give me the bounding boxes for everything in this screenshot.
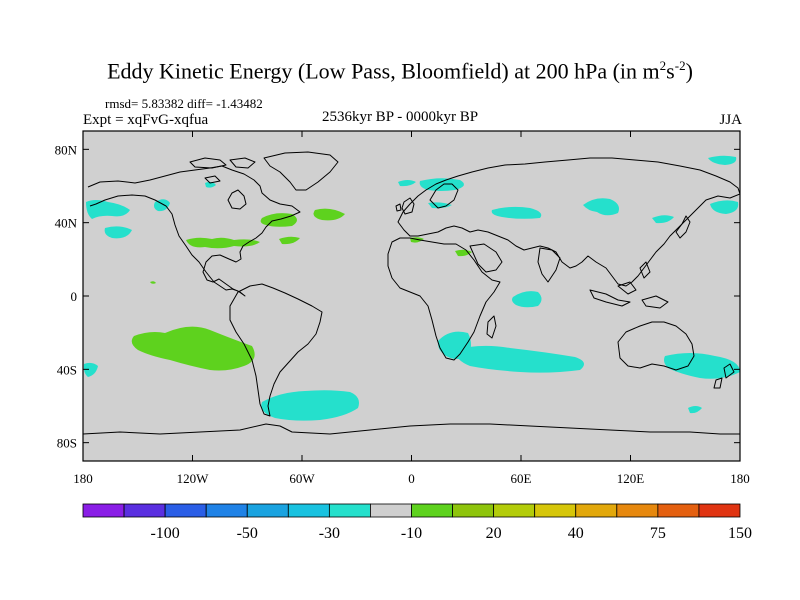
field-patch [104,226,132,239]
field-patch [664,353,740,379]
colorbar-swatch [698,503,741,518]
lon-tick-label: 120W [177,471,210,486]
lat-tick-label: 80S [57,436,77,451]
colorbar-swatch [534,503,577,518]
lon-tick-label: 120E [617,471,645,486]
field-patch [83,362,98,377]
coastline-greenland [263,151,339,191]
lat-tick-label: 40S [57,362,77,377]
field-patch [708,155,737,165]
colorbar-swatch [82,503,125,518]
colorbar-label: 20 [486,525,502,542]
lon-tick-label: 60E [511,471,532,486]
field-patch [86,200,130,219]
field-patch [710,200,739,214]
colorbar-swatch [246,503,289,518]
coastline-british-isles [395,197,415,215]
field-patch [455,345,584,373]
colorbar-swatch [616,503,659,518]
lat-tick-label: 40N [55,216,78,231]
coastline-madagascar [486,315,497,339]
field-patch [150,281,156,284]
field-patch [279,236,300,245]
colorbar-label: -100 [150,525,179,542]
colorbar-swatch [287,503,330,518]
colorbar: -100 -50 -30 -10 20 40 75 150 [82,503,752,542]
coastline-north-america [87,165,301,297]
stats-label: rmsd= 5.83382 diff= -1.43482 [105,96,263,111]
colorbar-swatch [493,503,536,518]
colorbar-label: 75 [650,525,666,542]
colorbar-swatch [328,503,371,518]
field-patch [398,180,416,187]
colorbar-label: 150 [728,525,752,542]
colorbar-swatch [123,503,166,518]
colorbar-label: -10 [401,525,422,542]
lon-tick-label: 0 [408,471,415,486]
lon-tick-label: 180 [73,471,93,486]
field-patch [688,406,702,414]
coastline-scandinavia [429,183,459,209]
field-patch [652,215,674,224]
coastline-new-zealand [713,363,735,389]
coastline-india [537,247,561,283]
field-patch [205,181,216,188]
map-background [83,131,740,461]
field-patch [131,326,255,371]
coastline-arabia [469,243,503,273]
colorbar-label: 40 [568,525,584,542]
field-patch [455,249,472,257]
chart-title: Eddy Kinetic Energy (Low Pass, Bloomfiel… [107,58,693,84]
coastline-se-asia-islands [589,261,669,309]
axis-ticks: 180 120W 60W 0 60E 120E 180 80N 40N 0 40S 80S [55,131,750,486]
coastline-australia [617,321,695,371]
coastline-africa [387,237,501,361]
field-patch [313,208,345,221]
coastline-hudson-bay [227,189,247,210]
field-patch [261,390,359,421]
colorbar-swatch [411,503,453,518]
field-patch [583,198,619,216]
lat-tick-label: 80N [55,142,78,157]
coastline-arctic-islands [189,157,256,184]
experiment-label: Expt = xqFvG-xqfua [83,112,209,128]
period-label: 2536kyr BP - 0000kyr BP [321,109,479,125]
field-patch [512,291,542,308]
colorbar-swatch [452,503,495,518]
lat-tick-label: 0 [71,289,78,304]
coastline-japan [675,215,691,239]
field-shading [83,155,740,421]
coastlines [83,151,740,435]
coastline-eurasia [397,157,740,287]
lon-tick-label: 60W [289,471,315,486]
season-label: JJA [719,112,742,128]
colorbar-swatch [205,503,248,518]
colorbar-swatch [164,503,207,518]
field-patch [186,237,260,249]
colorbar-swatch [575,503,618,518]
lon-tick-label: 180 [730,471,750,486]
colorbar-swatch [657,503,700,518]
colorbar-label: -50 [237,525,258,542]
field-patch [491,206,542,219]
colorbar-swatch [370,503,412,518]
coastline-south-america [229,283,323,417]
field-patch [419,178,464,191]
coastline-antarctica [83,423,740,435]
colorbar-label: -30 [319,525,340,542]
